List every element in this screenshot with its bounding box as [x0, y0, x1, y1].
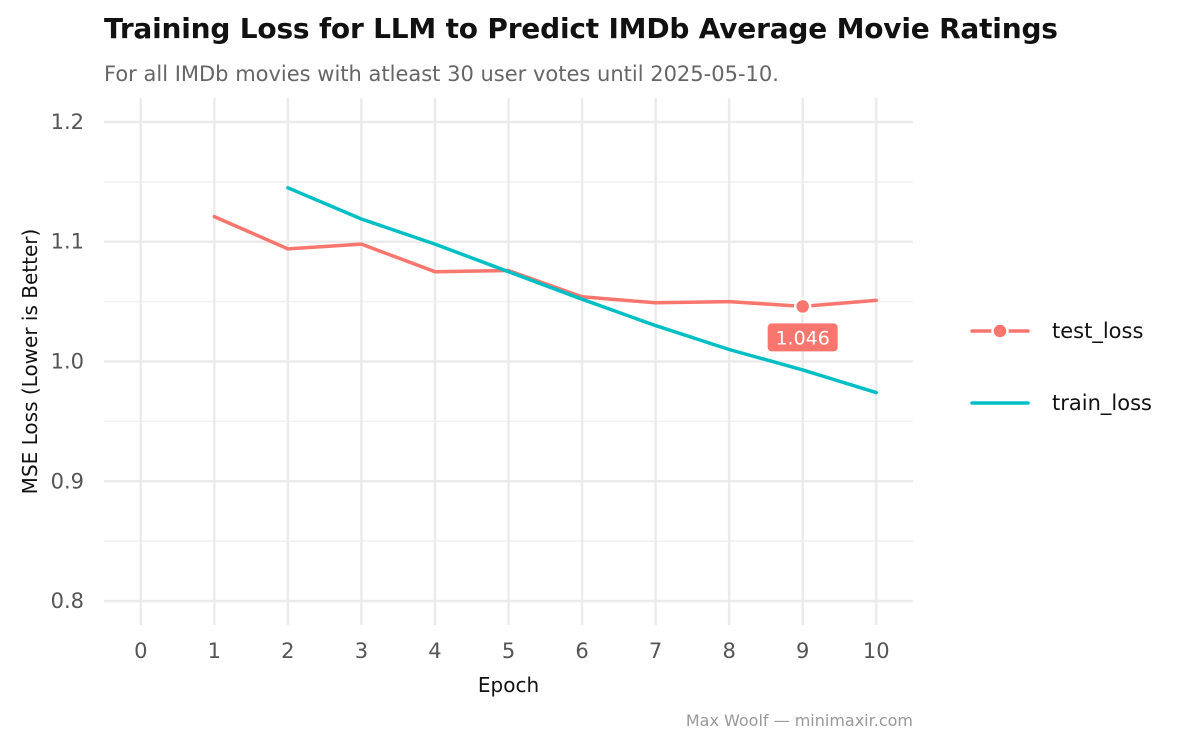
legend: test_loss train_loss — [970, 319, 1152, 416]
grid — [104, 98, 913, 625]
y-tick-label: 0.8 — [51, 589, 84, 613]
x-tick-label: 1 — [208, 639, 221, 663]
x-tick-label: 7 — [649, 639, 662, 663]
legend-label-train_loss: train_loss — [1052, 391, 1152, 416]
x-tick-label: 5 — [502, 639, 515, 663]
annotation-point — [793, 297, 812, 316]
y-tick-label: 0.9 — [51, 469, 84, 493]
y-tick-label: 1.0 — [51, 350, 84, 374]
annotation-label-box — [767, 323, 838, 352]
x-axis-title: Epoch — [478, 673, 539, 697]
annotations: 1.046 — [767, 297, 838, 352]
x-tick-label: 6 — [575, 639, 588, 663]
x-tick-label: 0 — [134, 639, 147, 663]
x-tick-label: 9 — [796, 639, 809, 663]
y-tick-label: 1.1 — [51, 230, 84, 254]
annotation-label: 1.046 — [775, 327, 829, 349]
caption: Max Woolf — minimaxir.com — [685, 711, 913, 730]
chart-title: Training Loss for LLM to Predict IMDb Av… — [104, 12, 1058, 45]
x-tick-label: 2 — [281, 639, 294, 663]
y-axis-title: MSE Loss (Lower is Better) — [18, 229, 42, 495]
legend-label-test_loss: test_loss — [1052, 319, 1143, 344]
x-tick-label: 10 — [863, 639, 890, 663]
legend-key-point-test_loss — [991, 322, 1009, 340]
x-tick-label: 3 — [355, 639, 368, 663]
series-lines — [212, 186, 878, 395]
axes: 0.8 0.9 1.0 1.1 1.2 0 1 2 3 4 5 6 7 8 9 10 Epoch MSE Loss… — [18, 110, 890, 697]
chart-subtitle: For all IMDb movies with atleast 30 user… — [104, 62, 779, 86]
series-line-train_loss — [286, 186, 878, 395]
series-line-test_loss — [212, 214, 878, 309]
y-tick-label: 1.2 — [51, 110, 84, 134]
x-tick-label: 4 — [428, 639, 441, 663]
x-tick-label: 8 — [722, 639, 735, 663]
